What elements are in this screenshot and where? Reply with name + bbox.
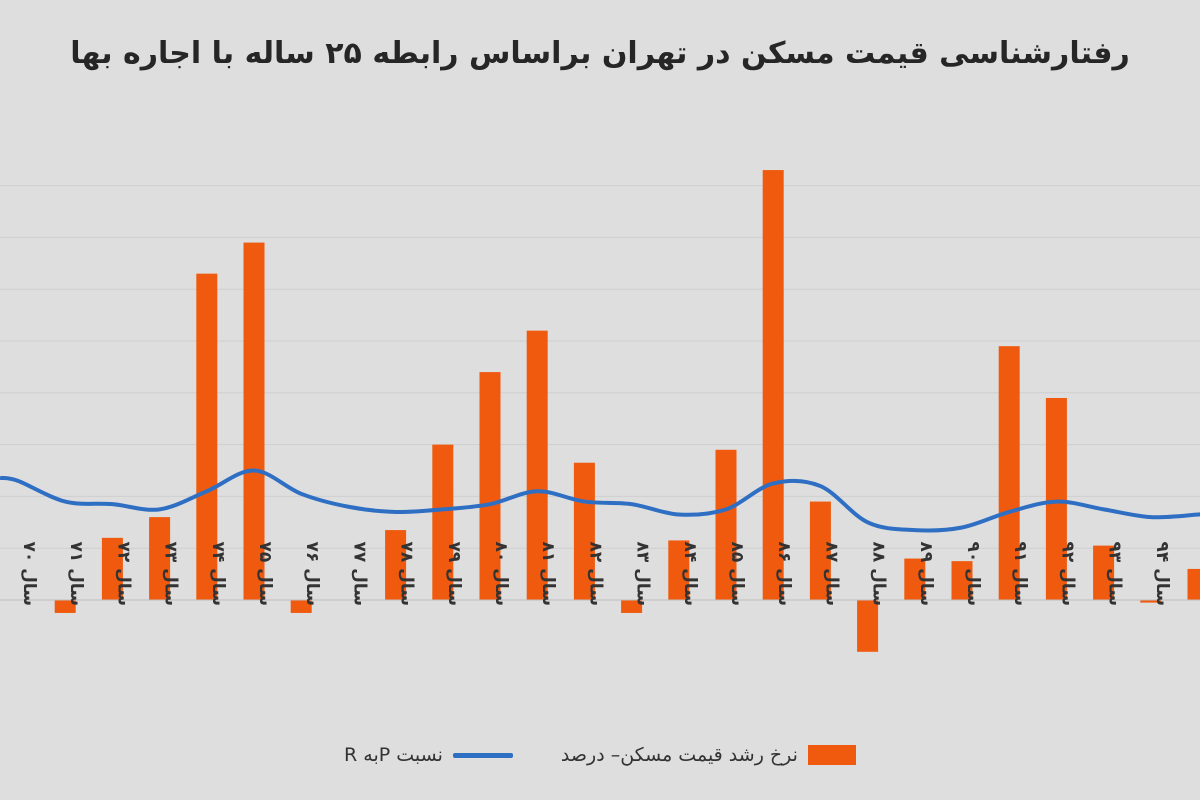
bar-11 bbox=[526, 330, 548, 600]
bar-22 bbox=[1045, 397, 1067, 600]
bar-18 bbox=[857, 600, 879, 652]
bar-15 bbox=[715, 449, 737, 600]
bar-2 bbox=[101, 537, 123, 600]
x-tick-label-14: سال ۸۴ bbox=[680, 541, 700, 606]
x-tick-label-13: سال ۸۳ bbox=[633, 541, 653, 606]
chart-title: رفتارشناسی قیمت مسکن در تهران براساس راب… bbox=[70, 36, 1130, 71]
x-tick-label-22: سال ۹۲ bbox=[1057, 541, 1077, 606]
bar-4 bbox=[196, 273, 218, 600]
legend-swatch-line bbox=[452, 752, 513, 758]
bar-16 bbox=[762, 170, 784, 600]
bar-13 bbox=[621, 600, 643, 613]
bar-9 bbox=[432, 444, 454, 600]
x-tick-label-24: سال ۹۴ bbox=[1152, 541, 1172, 606]
x-tick-label-7: سال ۷۷ bbox=[349, 541, 369, 606]
bar-1 bbox=[54, 600, 76, 613]
x-tick-label-4: سال ۷۴ bbox=[208, 541, 228, 606]
x-tick-label-2: سال ۷۲ bbox=[113, 541, 133, 606]
x-tick-label-19: سال ۸۹ bbox=[916, 541, 936, 606]
x-tick-label-11: سال ۸۱ bbox=[538, 541, 558, 606]
bar-12 bbox=[573, 462, 595, 600]
bar-19 bbox=[904, 558, 926, 600]
legend-swatch-bar bbox=[807, 745, 856, 765]
bar-8 bbox=[385, 530, 407, 600]
x-tick-label-9: سال ۷۹ bbox=[444, 541, 464, 606]
legend-label-bar: نرخ رشد قیمت مسکن– درصد bbox=[560, 744, 798, 766]
bar-3 bbox=[149, 517, 171, 600]
bar-20 bbox=[951, 561, 973, 600]
x-tick-label-1: سال ۷۱ bbox=[66, 541, 86, 606]
x-tick-label-6: سال ۷۶ bbox=[302, 541, 322, 606]
bar-25 bbox=[1187, 568, 1200, 600]
x-tick-label-23: سال ۹۳ bbox=[1105, 541, 1125, 606]
bar-23 bbox=[1093, 545, 1115, 600]
bar-24 bbox=[1140, 600, 1162, 603]
chart-legend: نسبت Pبه R نرخ رشد قیمت مسکن– درصد bbox=[0, 744, 1200, 766]
bar-14 bbox=[668, 540, 690, 600]
series-line-p-to-r bbox=[0, 468, 1200, 533]
x-tick-label-20: سال ۹۰ bbox=[963, 541, 983, 606]
x-tick-label-21: سال ۹۱ bbox=[1010, 541, 1030, 606]
x-tick-label-3: سال ۷۳ bbox=[161, 541, 181, 606]
x-tick-label-16: سال ۸۶ bbox=[774, 541, 794, 606]
legend-label-line: نسبت Pبه R bbox=[344, 744, 443, 766]
x-tick-label-10: سال ۸۰ bbox=[491, 541, 511, 606]
bar-10 bbox=[479, 372, 501, 600]
x-tick-label-0: سال ۷۰ bbox=[19, 541, 39, 606]
bar-6 bbox=[290, 600, 312, 613]
x-tick-label-12: سال ۸۲ bbox=[585, 541, 605, 606]
x-tick-label-8: سال ۷۸ bbox=[397, 541, 417, 606]
legend-item-line: نسبت Pبه R bbox=[344, 744, 513, 766]
legend-item-bar: نرخ رشد قیمت مسکن– درصد bbox=[561, 744, 856, 766]
bar-17 bbox=[809, 501, 831, 600]
x-tick-label-17: سال ۸۷ bbox=[821, 541, 841, 606]
x-tick-label-5: سال ۷۵ bbox=[255, 541, 275, 606]
x-tick-label-18: سال ۸۸ bbox=[869, 541, 889, 606]
bar-5 bbox=[243, 242, 265, 600]
bar-21 bbox=[998, 346, 1020, 600]
x-tick-label-15: سال ۸۵ bbox=[727, 541, 747, 606]
